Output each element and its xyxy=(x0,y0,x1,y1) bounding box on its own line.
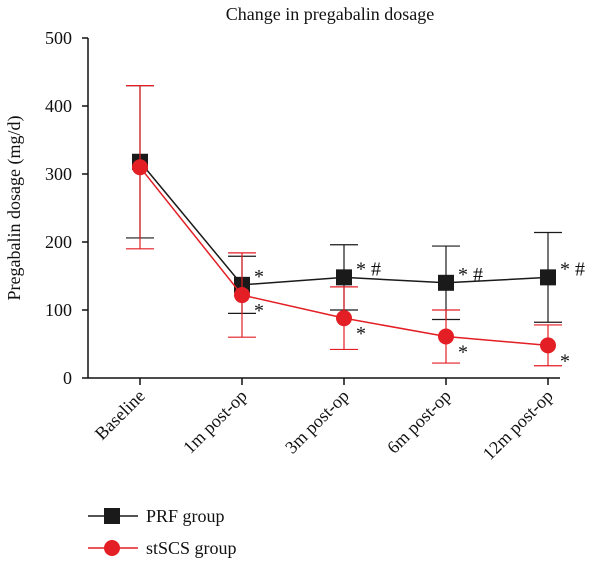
x-axis-ticks: Baseline 1m post-op 3m post-op 6m post-op 12… xyxy=(91,378,557,464)
series-layer: * * # * # * # * * * * xyxy=(126,84,585,372)
x-tick-label: 1m post-op xyxy=(179,386,251,458)
legend-label: stSCS group xyxy=(146,538,237,558)
legend-label: PRF group xyxy=(146,506,225,526)
legend-marker xyxy=(104,540,120,556)
significance-annotation: * xyxy=(458,342,468,364)
y-axis-title: Pregabalin dosage (mg/d) xyxy=(4,116,25,301)
series-stscs-group: * * * * xyxy=(126,84,570,372)
y-tick-label: 300 xyxy=(45,164,72,184)
x-tick-label: 12m post-op xyxy=(479,386,557,464)
significance-annotation: * xyxy=(254,266,264,288)
x-tick-label: 6m post-op xyxy=(383,386,455,458)
y-tick-label: 100 xyxy=(45,300,72,320)
significance-annotation: * xyxy=(560,350,570,372)
significance-annotation: * xyxy=(254,300,264,322)
significance-annotation: * xyxy=(356,323,366,345)
x-tick-label: 3m post-op xyxy=(281,386,353,458)
data-point xyxy=(438,328,454,345)
legend-item: stSCS group xyxy=(88,538,237,558)
data-point xyxy=(336,269,352,286)
data-point xyxy=(540,269,556,286)
y-tick-label: 200 xyxy=(45,232,72,252)
y-axis-ticks: 0 100 200 300 400 500 xyxy=(45,28,88,388)
significance-annotation: * # xyxy=(458,264,483,286)
chart-title: Change in pregabalin dosage xyxy=(226,4,434,24)
legend: PRF group stSCS group xyxy=(88,506,237,558)
legend-marker xyxy=(104,508,120,524)
data-point xyxy=(336,310,352,327)
data-point xyxy=(540,337,556,354)
data-point xyxy=(234,287,250,304)
data-point xyxy=(438,274,454,291)
x-tick-label: Baseline xyxy=(91,386,149,444)
y-tick-label: 0 xyxy=(63,368,72,388)
significance-annotation: * # xyxy=(560,258,585,280)
y-tick-label: 500 xyxy=(45,28,72,48)
significance-annotation: * # xyxy=(356,258,381,280)
data-point xyxy=(132,159,148,176)
legend-item: PRF group xyxy=(88,506,225,526)
y-tick-label: 400 xyxy=(45,96,72,116)
